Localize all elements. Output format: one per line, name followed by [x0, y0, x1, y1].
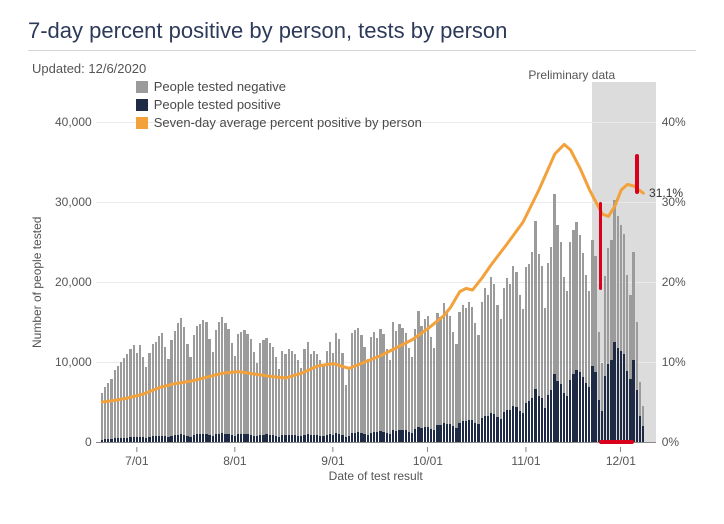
legend-label: Seven-day average percent positive by pe… [154, 114, 422, 132]
y-right-tick: 10% [662, 355, 686, 369]
x-tick: 11/01 [511, 447, 540, 468]
preliminary-label: Preliminary data [528, 68, 615, 82]
y-left-tick: 10,000 [55, 355, 92, 369]
y-right-tick: 0% [662, 435, 679, 449]
y-right-ticks: 0%10%20%30%40% [656, 82, 696, 442]
annotation-mark [635, 154, 639, 194]
legend-swatch-pos [136, 99, 148, 111]
divider [28, 50, 696, 51]
y-left-tick: 40,000 [55, 115, 92, 129]
x-axis-label: Date of test result [329, 469, 423, 483]
annotation-marks [96, 82, 656, 442]
legend-item: People tested negative [136, 78, 422, 96]
y-right-tick: 40% [662, 115, 686, 129]
x-tick: 10/01 [413, 447, 443, 468]
y-left-axis-label: Number of people tested [28, 142, 46, 422]
x-tick: 9/01 [321, 447, 344, 468]
x-tick: 12/01 [606, 447, 636, 468]
legend-label: People tested negative [154, 78, 286, 96]
x-axis: Date of test result 7/018/019/0110/0111/… [96, 447, 656, 477]
page-title: 7-day percent positive by person, tests … [28, 18, 696, 44]
y-left-tick: 30,000 [55, 195, 92, 209]
legend-label: People tested positive [154, 96, 281, 114]
legend-swatch-neg [136, 81, 148, 93]
legend-swatch-line [136, 117, 148, 129]
chart-container: Number of people tested 0 10,000 20,000 30,… [28, 82, 696, 477]
legend-item: People tested positive [136, 96, 422, 114]
legend: People tested negative People tested pos… [136, 78, 422, 132]
y-left-tick: 0 [85, 435, 92, 449]
chart-page: 7-day percent positive by person, tests … [0, 0, 724, 524]
x-tick: 8/01 [223, 447, 246, 468]
y-right-tick: 20% [662, 275, 686, 289]
legend-item: Seven-day average percent positive by pe… [136, 114, 422, 132]
x-tick: 7/01 [125, 447, 148, 468]
y-right-tick: 30% [662, 195, 686, 209]
y-left-ticks: 010,00020,00030,00040,000 [46, 82, 96, 442]
annotation-mark [599, 440, 634, 444]
y-left-tick: 20,000 [55, 275, 92, 289]
annotation-mark [599, 202, 602, 290]
plot-area: People tested negative People tested pos… [96, 82, 656, 443]
